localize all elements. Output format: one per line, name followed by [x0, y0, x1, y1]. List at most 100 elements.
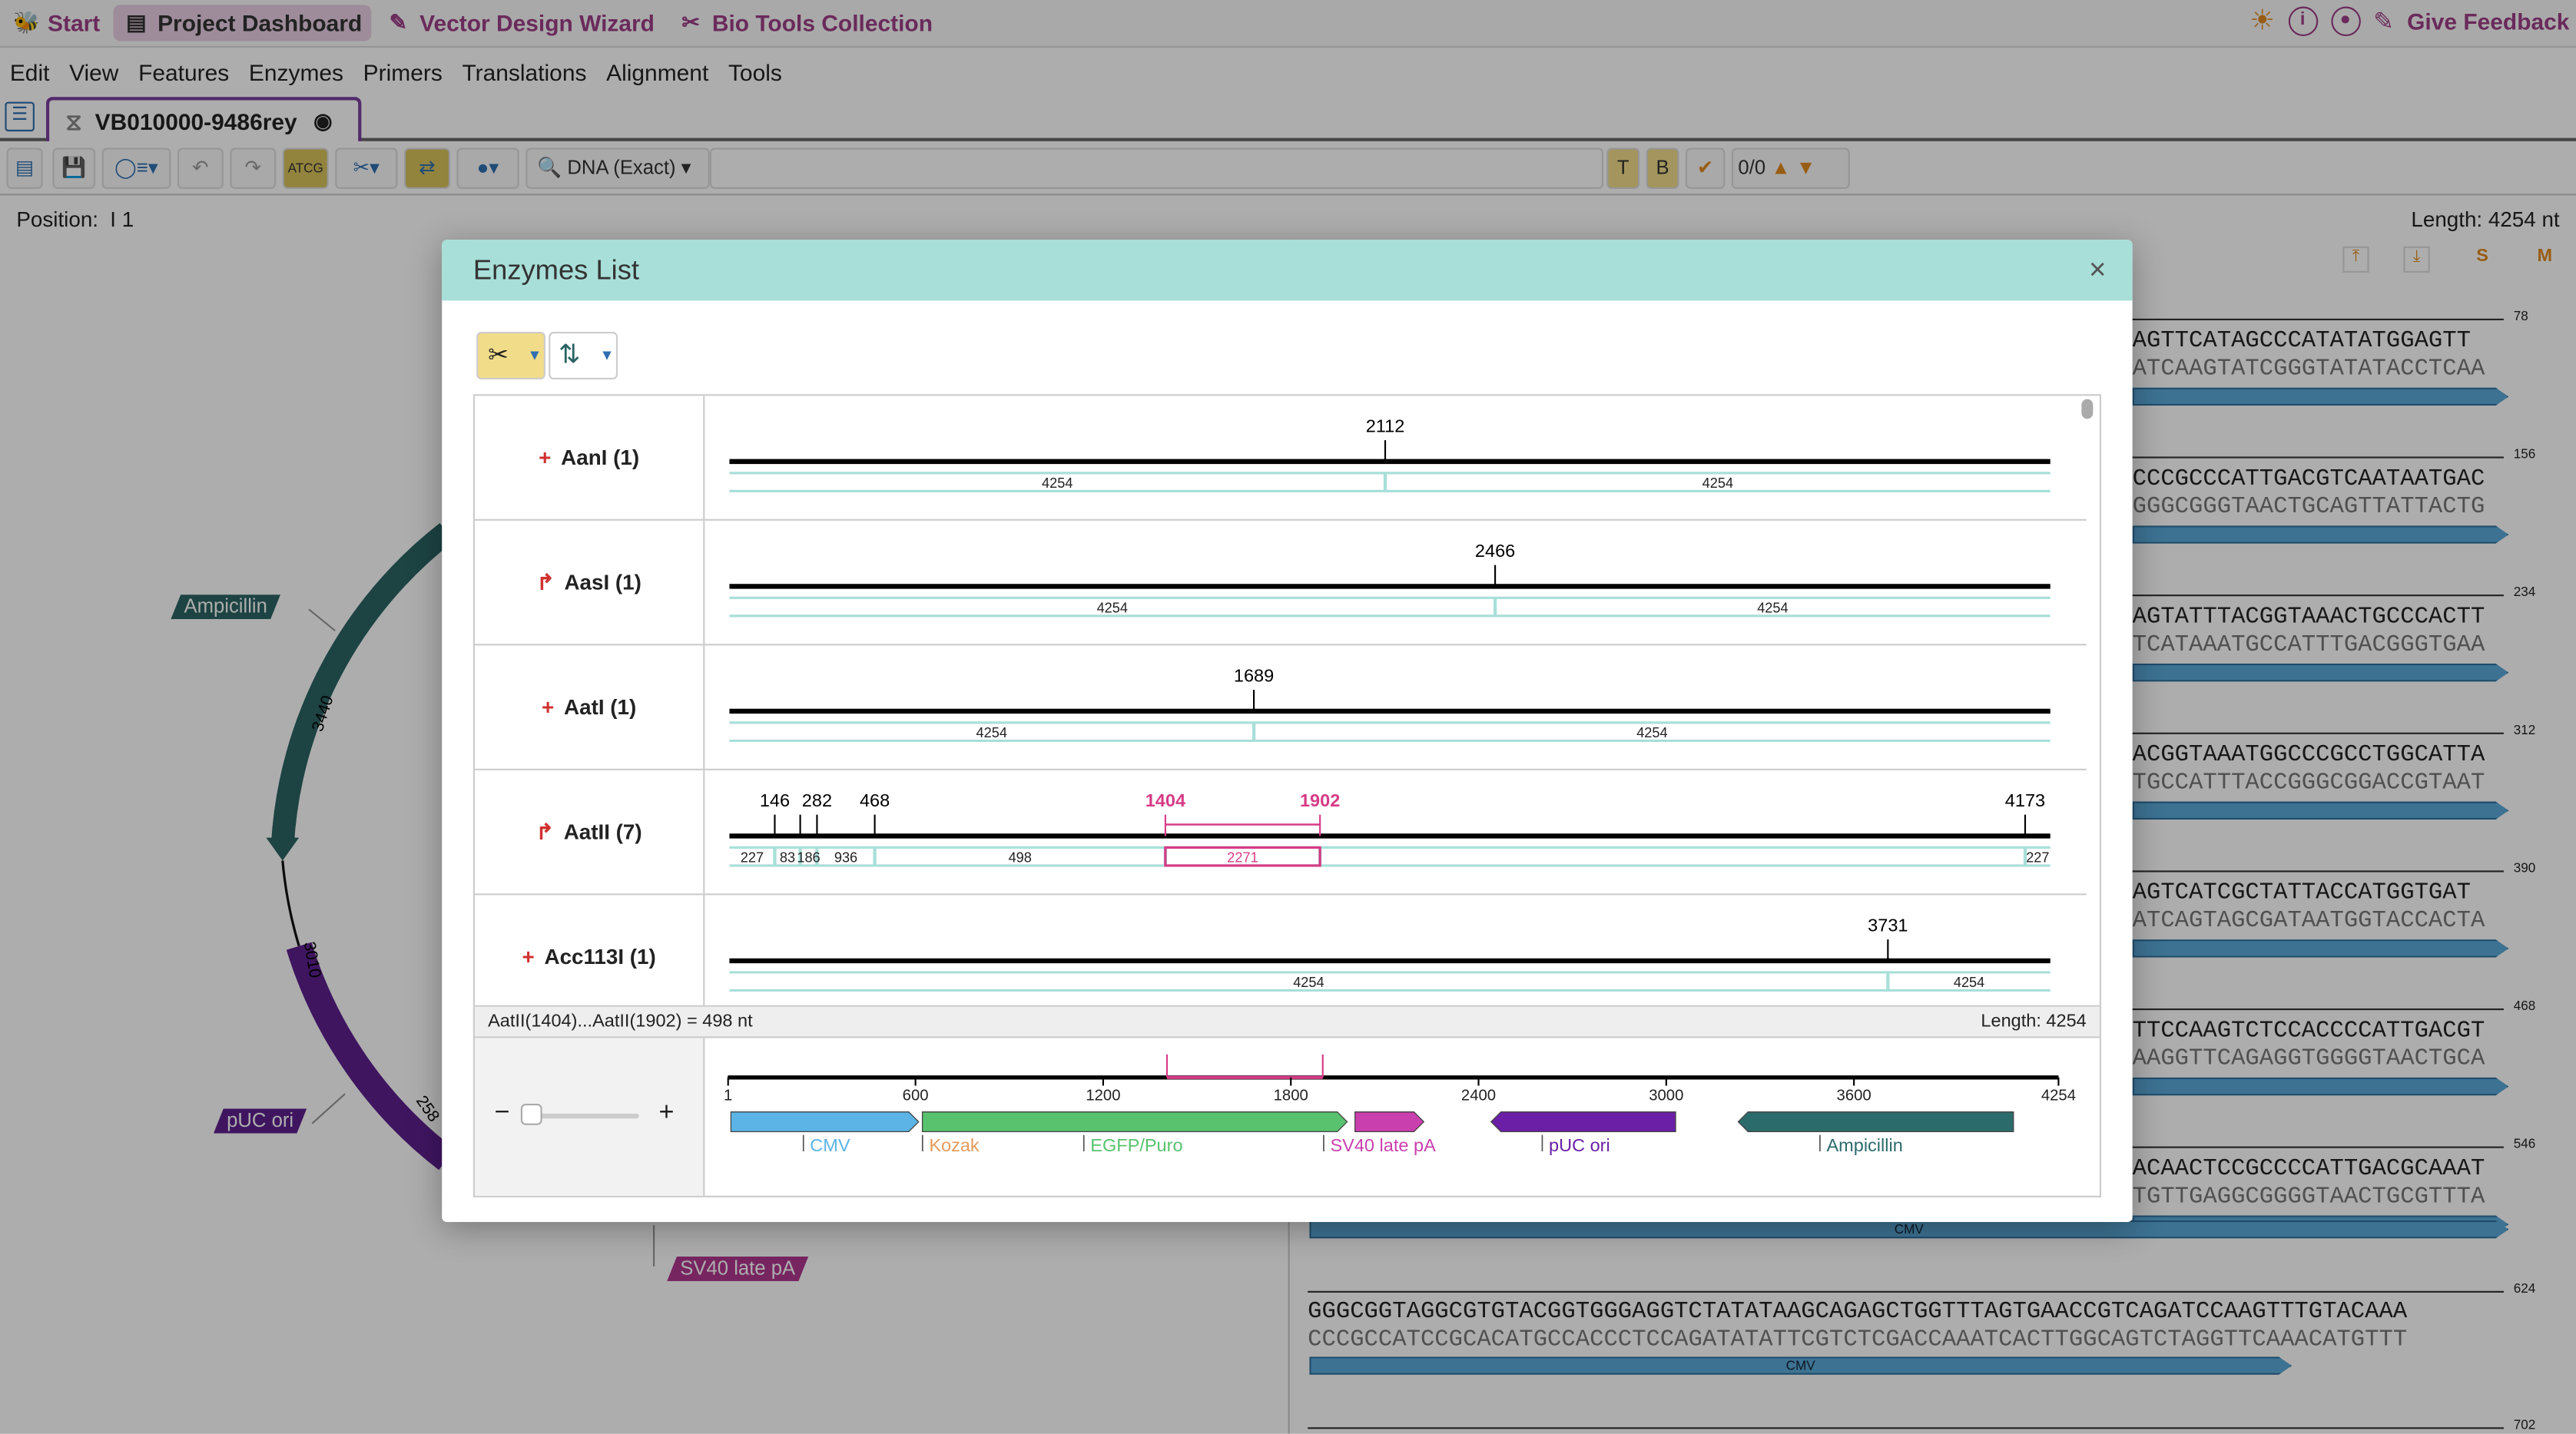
ampicillin-arc[interactable]: [270, 523, 454, 846]
puc-ori-arc[interactable]: [286, 942, 456, 1171]
bottom-strand-button[interactable]: B: [1646, 147, 1679, 189]
seq-bottom-strand[interactable]: TCATAAATGCCATTTGACGGGTGAA: [2132, 632, 2485, 659]
seq-top-strand[interactable]: CCCGCCCATTGACGTCAATAATGAC: [2132, 466, 2485, 493]
enzyme-row[interactable]: + Acc113I (1) 3731 4254 4254: [475, 895, 2087, 1005]
position-value-wrap[interactable]: I 1: [110, 207, 134, 231]
feature-cmv[interactable]: [730, 1111, 920, 1132]
menu-view[interactable]: View: [69, 58, 119, 85]
search-input[interactable]: [709, 147, 1604, 189]
feature-puc-ori[interactable]: [1490, 1111, 1676, 1132]
seq-bottom-strand[interactable]: TGTTGAGGCGGGGTAACTGCGTTTA: [2132, 1184, 2485, 1211]
menu-translations[interactable]: Translations: [462, 58, 587, 85]
ampicillin-map-label[interactable]: Ampicillin: [171, 594, 280, 619]
puc-ori-map-label[interactable]: pUC ori: [214, 1108, 307, 1133]
enzyme-name-cell[interactable]: + AatI (1): [475, 645, 705, 770]
sv40-map-label[interactable]: SV40 late pA: [667, 1257, 808, 1281]
zoom-in-icon[interactable]: +: [658, 1098, 675, 1127]
seq-bottom-strand[interactable]: ATCAAGTATCGGGTATATACCTCAA: [2132, 356, 2485, 383]
undo-icon[interactable]: ↶: [177, 147, 224, 189]
plus-icon[interactable]: +: [539, 445, 552, 470]
seq-bottom-strand[interactable]: GGGCGGGTAACTGCAGTTATTACTG: [2132, 494, 2485, 521]
seq-top-strand[interactable]: ACAACTCCGCCCCATTGACGCAAAT: [2132, 1156, 2485, 1183]
search-mode-select[interactable]: 🔍 DNA (Exact) ▾: [525, 147, 710, 189]
seq-top-strand[interactable]: AGTATTTACGGTAAACTGCCCACTT: [2132, 604, 2485, 631]
plus-icon[interactable]: +: [522, 944, 535, 969]
check-icon[interactable]: ✔: [1685, 147, 1726, 189]
enzyme-name-cell[interactable]: + AanI (1): [475, 396, 705, 521]
user-icon[interactable]: ●: [2330, 6, 2361, 37]
seq-bottom-strand[interactable]: AAGGTTCAGAGGTGGGGTAACTGCA: [2132, 1046, 2485, 1073]
close-icon[interactable]: ×: [2088, 253, 2107, 286]
feature-bar[interactable]: [2133, 664, 2509, 682]
seq-bottom-strand[interactable]: TGCCATTTACCGGGCGGACCGTAAT: [2132, 770, 2485, 797]
sun-icon[interactable]: ☀: [2249, 5, 2275, 37]
sequence-bottom-strand[interactable]: CCCGCCATCCGCACATGCCACCCTCCAGATATATTCGTCT…: [1308, 1326, 2408, 1354]
feature-ampicillin[interactable]: [1737, 1111, 2014, 1132]
eye-icon[interactable]: ◉: [313, 108, 333, 134]
cut-site-icon[interactable]: ↱: [535, 820, 554, 845]
fragment-length-label: 4254: [1293, 975, 1324, 990]
seq-s-button[interactable]: S: [2476, 246, 2488, 267]
seq-top-strand[interactable]: AGTCATCGCTATTACCATGGTGAT: [2132, 880, 2471, 907]
nav-project-dashboard[interactable]: ▤ Project Dashboard: [113, 5, 373, 41]
top-strand-button[interactable]: T: [1606, 147, 1640, 189]
primer-dropdown-icon[interactable]: ●▾: [456, 147, 519, 189]
enzyme-row[interactable]: ↱ AasI (1) 2466 4254 4254: [474, 520, 2087, 646]
menu-primers[interactable]: Primers: [363, 58, 443, 85]
shape-dropdown-icon[interactable]: ◯≡▾: [101, 147, 171, 189]
cmv-feature-bar-2[interactable]: CMV: [1309, 1356, 2292, 1375]
info-icon[interactable]: i: [2287, 6, 2318, 37]
next-match-icon[interactable]: ▼: [1795, 156, 1816, 180]
feature-bar[interactable]: [2133, 939, 2509, 958]
enzyme-row[interactable]: + AanI (1) 2112 4254 4254: [474, 396, 2087, 521]
menu-features[interactable]: Features: [138, 58, 230, 85]
sort-button[interactable]: ⇅ ▼: [549, 331, 618, 379]
file-tab[interactable]: ⧖ VB010000-9486rey ◉: [45, 97, 362, 144]
enzyme-filter-button[interactable]: ✂ ▼: [476, 331, 545, 379]
plus-icon[interactable]: +: [541, 694, 555, 720]
download-icon[interactable]: ⤓: [2403, 246, 2430, 273]
cut-site-icon[interactable]: ↱: [536, 570, 555, 595]
feedback-icon[interactable]: ✎: [2373, 8, 2395, 37]
enzyme-scissors-icon[interactable]: ✂▾: [335, 147, 398, 189]
nav-vector-design-wizard[interactable]: ✎ Vector Design Wizard: [375, 5, 664, 41]
enzyme-row[interactable]: ↱ AatII (7) 146 282 468 1404 1902 4173 227 83 186 9…: [474, 770, 2087, 896]
give-feedback-link[interactable]: Give Feedback: [2407, 8, 2570, 35]
seq-bottom-strand[interactable]: ATCAGTAGCGATAATGGTACCACTA: [2132, 908, 2485, 935]
feature-sv40-late-pa[interactable]: [1354, 1111, 1425, 1132]
sequence-top-strand[interactable]: GGGCGGTAGGCGTGTACGGTGGGAGGTCTATATAAGCAGA…: [1308, 1299, 2408, 1326]
menu-edit[interactable]: Edit: [9, 58, 50, 85]
zoom-slider-track[interactable]: [524, 1113, 639, 1119]
seq-m-button[interactable]: M: [2537, 246, 2553, 267]
seq-top-strand[interactable]: TTCCAAGTCTCCACCCCATTGACGT: [2132, 1018, 2485, 1045]
feature-egfp-puro[interactable]: [921, 1111, 1348, 1132]
fragment-length-label: 4254: [1757, 601, 1788, 616]
redo-icon[interactable]: ↷: [230, 147, 277, 189]
feature-bar[interactable]: [2133, 1078, 2509, 1096]
feature-bar[interactable]: [2133, 388, 2509, 406]
scroll-top-icon[interactable]: ⤒: [2342, 246, 2369, 273]
save-icon[interactable]: 💾: [52, 147, 96, 189]
menu-tools[interactable]: Tools: [728, 58, 782, 85]
nav-start[interactable]: 🐝 Start: [3, 5, 110, 41]
feature-bar[interactable]: [2133, 802, 2509, 820]
nav-bio-tools[interactable]: ✂ Bio Tools Collection: [668, 5, 943, 41]
enzyme-row[interactable]: + AatI (1) 1689 4254 4254: [474, 645, 2087, 770]
menu-enzymes[interactable]: Enzymes: [248, 58, 344, 85]
seq-top-strand[interactable]: AGTTCATAGCCCATATATGGAGTT: [2132, 328, 2471, 355]
enzyme-name-cell[interactable]: + Acc113I (1): [475, 895, 705, 1005]
prev-match-icon[interactable]: ▲: [1771, 156, 1791, 180]
atcg-button[interactable]: ATCG: [282, 147, 329, 189]
enzyme-name-cell[interactable]: ↱ AasI (1): [475, 520, 705, 646]
zoom-slider-handle[interactable]: [520, 1104, 542, 1125]
enzyme-name-cell[interactable]: ↱ AatII (7): [475, 770, 705, 896]
menu-alignment[interactable]: Alignment: [606, 58, 709, 85]
translate-icon[interactable]: ⇄: [404, 147, 450, 189]
file-list-icon[interactable]: ☰: [5, 101, 35, 132]
feature-bar[interactable]: [2133, 525, 2509, 544]
top-nav-bar: 🐝 Start ▤ Project Dashboard ✎ Vector Design…: [0, 0, 2576, 48]
seq-top-strand[interactable]: ACGGTAAATGGCCCGCCTGGCATTA: [2132, 742, 2485, 769]
table-scrollbar[interactable]: [2081, 399, 2094, 419]
zoom-out-icon[interactable]: −: [494, 1098, 510, 1127]
document-icon[interactable]: ▤: [6, 147, 43, 189]
